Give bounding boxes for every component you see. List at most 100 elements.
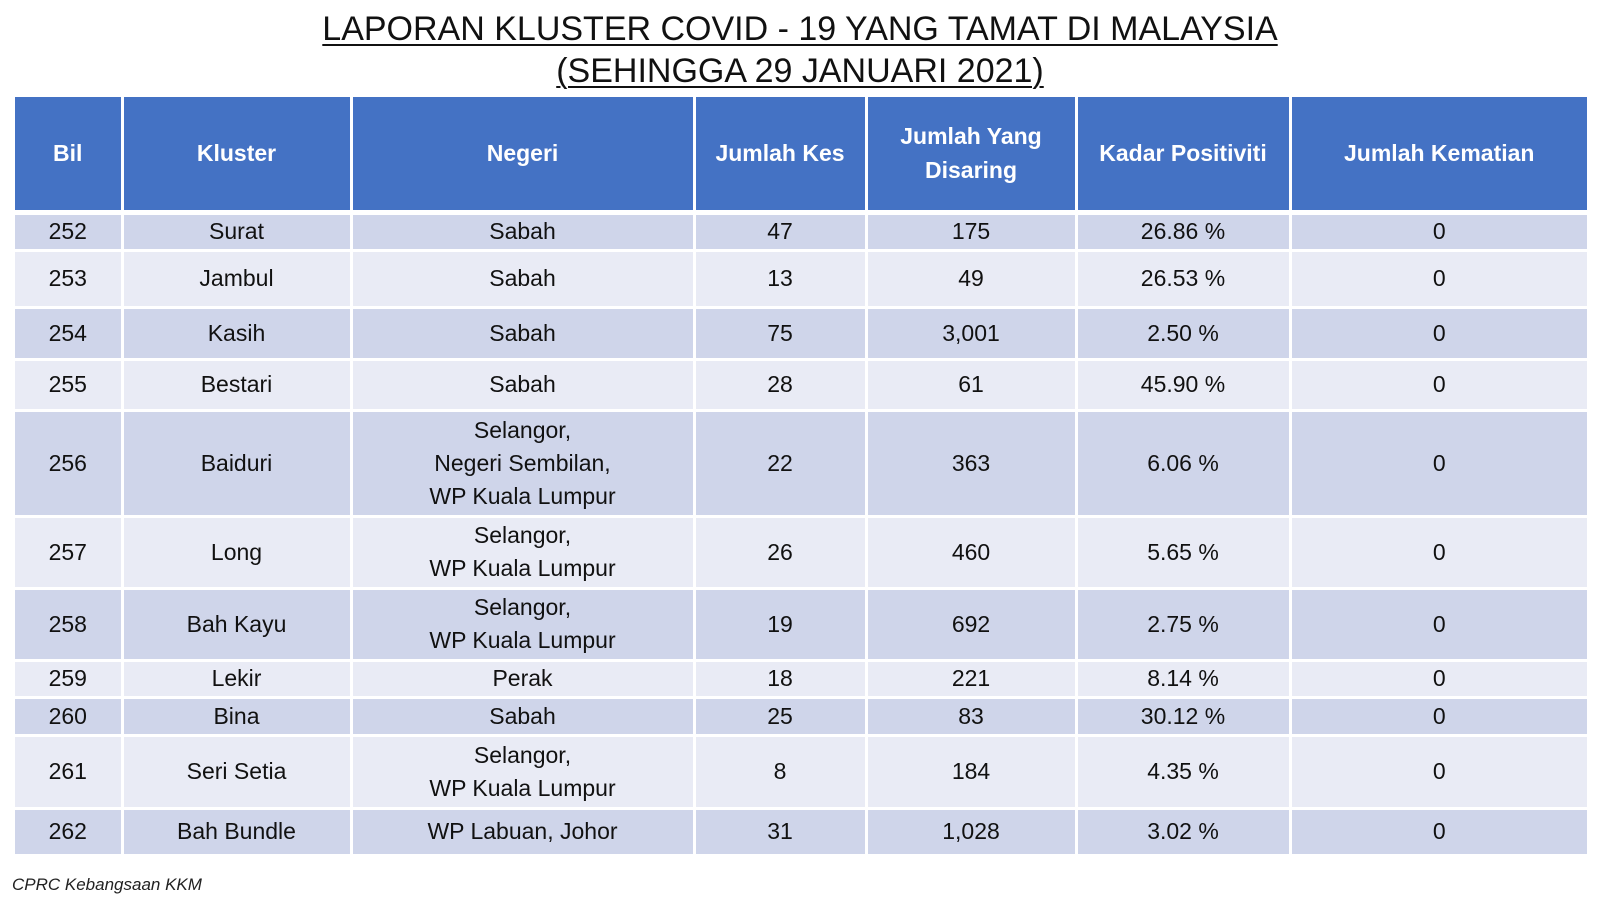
cell-bil: 261 [15,735,124,810]
cell-kluster: Seri Setia [120,735,353,810]
cell-jumlah-kematian: 0 [1288,660,1587,699]
cell-kadar-positiviti: 2.50 % [1074,307,1292,361]
cell-jumlah-disaring: 184 [864,735,1078,810]
table-row: 259 Lekir Perak 18 221 8.14 % 0 [15,660,1587,699]
table-row: 254 Kasih Sabah 75 3,001 2.50 % 0 [15,307,1587,361]
cell-kluster: Bah Kayu [120,588,353,662]
cell-negeri: Selangor, WP Kuala Lumpur [349,516,696,590]
cell-bil: 253 [15,250,124,309]
cell-jumlah-kematian: 0 [1288,697,1587,737]
cell-jumlah-kes: 13 [692,250,868,309]
cell-jumlah-disaring: 49 [864,250,1078,309]
cell-jumlah-kes: 26 [692,516,868,590]
cell-bil: 258 [15,588,124,662]
cell-jumlah-kematian: 0 [1288,212,1587,252]
table-row: 252 Surat Sabah 47 175 26.86 % 0 [15,212,1587,252]
cell-jumlah-kematian: 0 [1288,735,1587,810]
cell-bil: 257 [15,516,124,590]
header-negeri: Negeri [349,97,696,215]
report-title-line-1: LAPORAN KLUSTER COVID - 19 YANG TAMAT DI… [0,8,1600,50]
cell-kadar-positiviti: 3.02 % [1074,808,1292,857]
cell-jumlah-kematian: 0 [1288,359,1587,412]
cell-kluster: Lekir [120,660,353,699]
cell-jumlah-disaring: 221 [864,660,1078,699]
table-row: 258 Bah Kayu Selangor, WP Kuala Lumpur 1… [15,588,1587,662]
table-row: 256 Baiduri Selangor, Negeri Sembilan, W… [15,410,1587,518]
report-title-line-2: (SEHINGGA 29 JANUARI 2021) [0,50,1600,92]
cluster-table: Bil Kluster Negeri Jumlah Kes Jumlah Yan… [15,97,1587,857]
header-kadar-positiviti: Kadar Positiviti [1074,97,1292,215]
cell-kluster: Bina [120,697,353,737]
table-row: 261 Seri Setia Selangor, WP Kuala Lumpur… [15,735,1587,810]
cell-kadar-positiviti: 45.90 % [1074,359,1292,412]
header-kluster: Kluster [120,97,353,215]
cell-jumlah-kematian: 0 [1288,250,1587,309]
cell-kluster: Jambul [120,250,353,309]
table-row: 257 Long Selangor, WP Kuala Lumpur 26 46… [15,516,1587,590]
cell-jumlah-disaring: 363 [864,410,1078,518]
cell-jumlah-kes: 8 [692,735,868,810]
report-title-text-2: (SEHINGGA 29 JANUARI 2021) [556,52,1044,90]
cell-jumlah-kes: 75 [692,307,868,361]
table-header: Bil Kluster Negeri Jumlah Kes Jumlah Yan… [15,97,1587,215]
cell-kadar-positiviti: 8.14 % [1074,660,1292,699]
source-note: CPRC Kebangsaan KKM [12,875,202,894]
cell-negeri: Selangor, WP Kuala Lumpur [349,735,696,810]
cell-jumlah-disaring: 175 [864,212,1078,252]
cell-kluster: Bah Bundle [120,808,353,857]
cell-jumlah-disaring: 61 [864,359,1078,412]
header-bil: Bil [15,97,124,215]
cell-kluster: Long [120,516,353,590]
report-title-text-1: LAPORAN KLUSTER COVID - 19 YANG TAMAT DI… [322,10,1278,48]
cell-bil: 256 [15,410,124,518]
header-row: Bil Kluster Negeri Jumlah Kes Jumlah Yan… [15,97,1587,215]
cell-jumlah-kematian: 0 [1288,516,1587,590]
cell-negeri: Sabah [349,697,696,737]
cell-jumlah-kematian: 0 [1288,410,1587,518]
table-row: 253 Jambul Sabah 13 49 26.53 % 0 [15,250,1587,309]
cell-jumlah-kes: 31 [692,808,868,857]
cell-negeri: Sabah [349,250,696,309]
cell-negeri: Perak [349,660,696,699]
cell-kadar-positiviti: 26.86 % [1074,212,1292,252]
cell-kadar-positiviti: 5.65 % [1074,516,1292,590]
cell-jumlah-kes: 18 [692,660,868,699]
cell-negeri: Selangor, WP Kuala Lumpur [349,588,696,662]
cell-jumlah-kes: 28 [692,359,868,412]
cell-negeri: Sabah [349,212,696,252]
table-row: 255 Bestari Sabah 28 61 45.90 % 0 [15,359,1587,412]
cell-bil: 255 [15,359,124,412]
table-row: 260 Bina Sabah 25 83 30.12 % 0 [15,697,1587,737]
cell-jumlah-disaring: 460 [864,516,1078,590]
header-jumlah-kes: Jumlah Kes [692,97,868,215]
table-body: 252 Surat Sabah 47 175 26.86 % 0 253 Jam… [15,212,1587,857]
cell-bil: 260 [15,697,124,737]
cell-kadar-positiviti: 26.53 % [1074,250,1292,309]
cell-kluster: Baiduri [120,410,353,518]
cell-kluster: Bestari [120,359,353,412]
cell-jumlah-kematian: 0 [1288,307,1587,361]
cell-negeri: Sabah [349,359,696,412]
cell-jumlah-kematian: 0 [1288,588,1587,662]
cell-kluster: Kasih [120,307,353,361]
cell-jumlah-kematian: 0 [1288,808,1587,857]
table-row: 262 Bah Bundle WP Labuan, Johor 31 1,028… [15,808,1587,857]
cell-jumlah-kes: 47 [692,212,868,252]
cell-jumlah-kes: 22 [692,410,868,518]
cell-kluster: Surat [120,212,353,252]
cell-negeri: Selangor, Negeri Sembilan, WP Kuala Lump… [349,410,696,518]
cell-bil: 252 [15,212,124,252]
cell-kadar-positiviti: 4.35 % [1074,735,1292,810]
header-jumlah-disaring: Jumlah Yang Disaring [864,97,1078,215]
cell-kadar-positiviti: 2.75 % [1074,588,1292,662]
cell-negeri: Sabah [349,307,696,361]
cell-jumlah-disaring: 83 [864,697,1078,737]
cell-bil: 262 [15,808,124,857]
cell-jumlah-disaring: 1,028 [864,808,1078,857]
cell-kadar-positiviti: 30.12 % [1074,697,1292,737]
cell-jumlah-disaring: 3,001 [864,307,1078,361]
cell-bil: 254 [15,307,124,361]
header-jumlah-kematian: Jumlah Kematian [1288,97,1587,215]
cell-jumlah-kes: 19 [692,588,868,662]
report-title: LAPORAN KLUSTER COVID - 19 YANG TAMAT DI… [0,8,1600,92]
